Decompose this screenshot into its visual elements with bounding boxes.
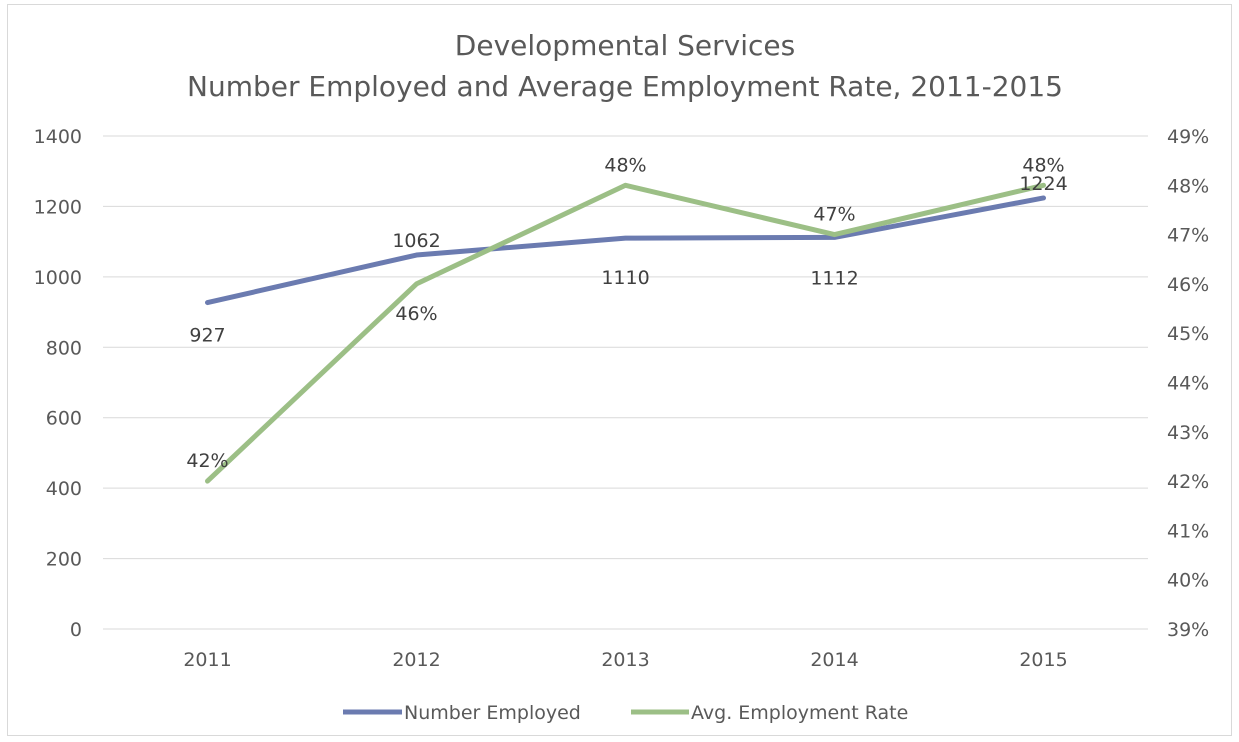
data-label-avg-employment-rate: 48% [1022,154,1064,176]
left-tick-label: 800 [46,337,82,359]
series-layer [205,182,1046,484]
gridlines [103,135,1148,630]
right-tick-label: 41% [1167,520,1209,542]
series-line-number-employed [205,195,1046,306]
chart-frame [7,4,1232,736]
right-tick-label: 40% [1167,570,1209,592]
data-label-avg-employment-rate: 48% [604,154,646,176]
data-label-avg-employment-rate: 47% [813,204,855,226]
data-labels: 927 1062 1110 1112 1224 42% 46% 48% 47% 48% [186,154,1067,472]
data-label-avg-employment-rate: 46% [395,303,437,325]
x-tick-label: 2013 [601,649,649,671]
left-tick-label: 200 [46,549,82,571]
legend-label-number-employed: Number Employed [404,702,581,724]
chart-subtitle: Number Employed and Average Employment R… [187,70,1063,103]
x-tick-label: 2015 [1019,649,1067,671]
left-tick-label: 1400 [34,126,82,148]
chart-title: Developmental Services [455,29,795,62]
right-tick-label: 49% [1167,126,1209,148]
right-tick-label: 39% [1167,619,1209,641]
x-tick-label: 2011 [183,649,231,671]
right-tick-label: 46% [1167,274,1209,296]
left-tick-label: 0 [70,619,82,641]
left-axis: 0 200 400 600 800 1000 1200 1400 [34,126,82,641]
right-tick-label: 42% [1167,471,1209,493]
right-tick-label: 43% [1167,422,1209,444]
x-axis: 2011 2012 2013 2014 2015 [183,649,1067,671]
data-label-number-employed: 1112 [810,267,858,289]
right-tick-label: 47% [1167,225,1209,247]
right-axis: 39% 40% 41% 42% 43% 44% 45% 46% 47% 48% 49% [1167,126,1209,641]
left-tick-label: 600 [46,408,82,430]
legend-label-avg-employment-rate: Avg. Employment Rate [691,702,908,724]
series-line-avg-employment-rate [205,182,1046,484]
data-label-number-employed: 927 [189,325,225,347]
left-tick-label: 1000 [34,267,82,289]
data-label-avg-employment-rate: 42% [186,450,228,472]
data-label-number-employed: 1224 [1019,173,1067,195]
x-tick-label: 2012 [392,649,440,671]
right-tick-label: 48% [1167,175,1209,197]
left-tick-label: 1200 [34,196,82,218]
left-tick-label: 400 [46,478,82,500]
right-tick-label: 45% [1167,323,1209,345]
right-tick-label: 44% [1167,373,1209,395]
data-label-number-employed: 1062 [392,230,440,252]
data-label-number-employed: 1110 [601,267,649,289]
legend: Number Employed Avg. Employment Rate [343,702,908,724]
x-tick-label: 2014 [810,649,858,671]
